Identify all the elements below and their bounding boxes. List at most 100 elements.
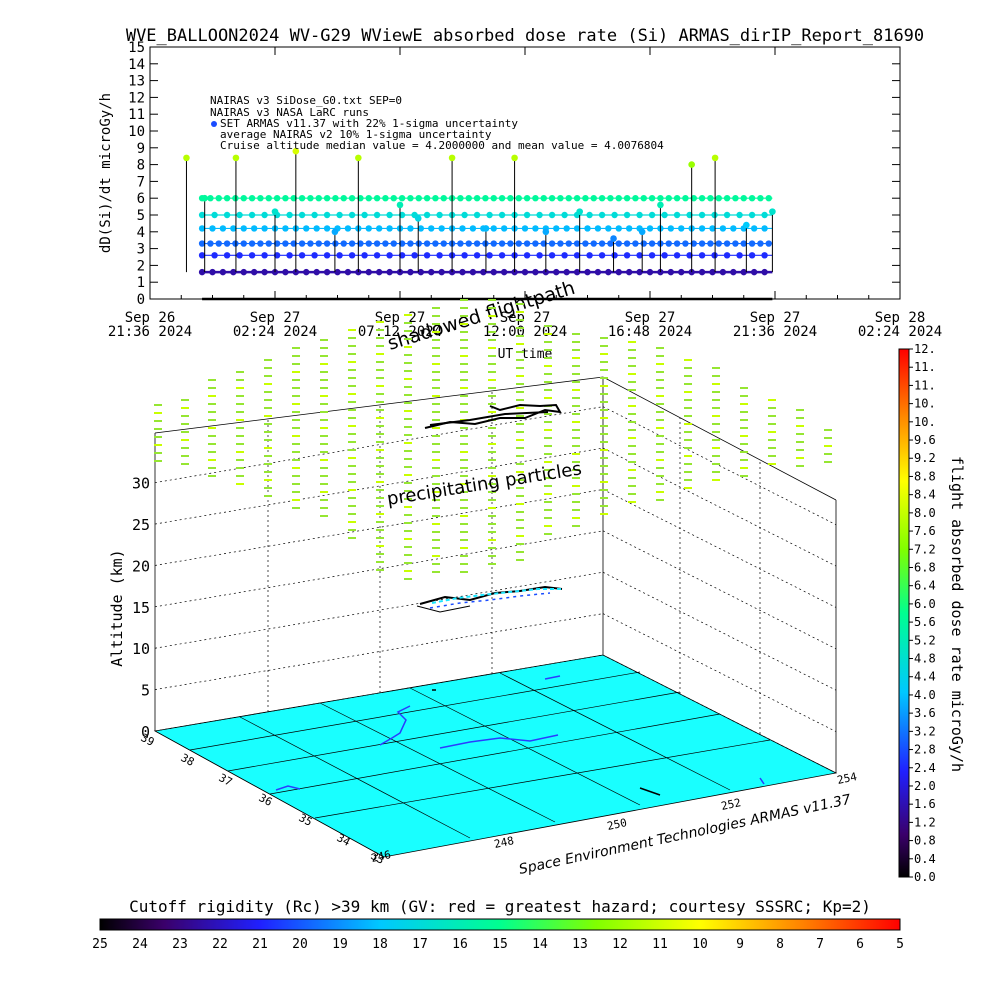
y-tick-label: 10 xyxy=(128,124,145,140)
latitude-tick-label: 36 xyxy=(257,791,275,809)
series-point xyxy=(615,195,622,202)
series-point xyxy=(548,195,556,202)
colorbar-tick-labels: 0.0 0.4 0.8 1.2 1.6 2.0 2.4 2.8 3.2 3.6 4.0 4.4 4.8 5… xyxy=(909,342,936,884)
spike-point xyxy=(711,154,719,162)
series-point xyxy=(307,195,314,202)
y-tick-label: 11 xyxy=(128,107,145,123)
series-point xyxy=(732,240,739,247)
x-tick-day: Sep 26 xyxy=(125,310,176,326)
series-point xyxy=(215,240,222,247)
colorbar-gradient xyxy=(898,348,910,878)
series-point xyxy=(315,240,322,247)
series-point xyxy=(223,195,231,202)
y-tick-label: 13 xyxy=(128,74,145,90)
series-point xyxy=(473,240,481,247)
series-point xyxy=(698,211,706,219)
series-point xyxy=(632,195,639,202)
series-point xyxy=(719,225,727,232)
colorbar-tick-label: 3.2 xyxy=(914,724,936,738)
spike-point xyxy=(511,154,518,162)
colorbar-tick-label: 10. xyxy=(914,415,936,429)
colorbar-tick-label: 3.6 xyxy=(914,706,936,720)
x-tick-day: Sep 27 xyxy=(750,310,801,326)
colorbar-tick-label: 8.8 xyxy=(914,469,936,483)
rc-scale-title: Cutoff rigidity (Rc) >39 km (GV: red = g… xyxy=(129,897,871,916)
series-point xyxy=(532,268,539,276)
colorbar-tick-label: 6.4 xyxy=(914,579,936,593)
series-point xyxy=(661,252,668,259)
spike-point xyxy=(183,154,190,162)
series-point xyxy=(761,211,768,219)
longitude-tick-labels: 246 248 250 252 254 xyxy=(370,770,859,865)
altitude-gridline-right xyxy=(602,489,837,608)
series-point xyxy=(334,268,341,276)
series-point xyxy=(573,252,581,259)
series-point xyxy=(553,268,560,276)
x-tick-day: Sep 27 xyxy=(375,310,426,326)
rc-tick-label: 17 xyxy=(412,937,428,952)
spike-point xyxy=(638,228,646,236)
series-point xyxy=(723,252,731,259)
series-point xyxy=(236,252,243,259)
series-points xyxy=(183,147,776,301)
colorbar-tick-label: 2.0 xyxy=(914,779,936,793)
colorbar-tick-label: 4.8 xyxy=(914,652,936,666)
series-point xyxy=(375,225,383,232)
series-point xyxy=(536,211,543,219)
series-point xyxy=(500,268,508,276)
series-point xyxy=(636,211,643,219)
altitude-gridline-right xyxy=(602,571,837,691)
series-point xyxy=(648,240,656,247)
series-point xyxy=(498,252,506,259)
series-point xyxy=(636,268,643,276)
latitude-tick-label: 35 xyxy=(297,811,315,829)
series-point xyxy=(605,225,612,232)
series-point xyxy=(561,252,568,259)
series-point xyxy=(507,240,514,247)
series-point xyxy=(365,268,372,276)
series-point xyxy=(482,195,489,202)
legend-entry-4: average NAIRAS v2 10% 1-sigma uncertaint… xyxy=(220,128,492,141)
series-point xyxy=(215,195,222,202)
rc-tick-label: 8 xyxy=(776,937,784,952)
series-point xyxy=(582,195,589,202)
series-point xyxy=(207,195,214,202)
series-point xyxy=(490,268,497,276)
series-point xyxy=(605,268,612,276)
series-point xyxy=(398,195,406,202)
spike-point xyxy=(482,225,490,232)
series-point xyxy=(480,268,487,276)
colorbar-tick-label: 11. xyxy=(914,360,936,374)
series-point xyxy=(230,268,237,276)
legend-entry-3: SET ARMAS v11.37 with 22% 1-sigma uncert… xyxy=(220,117,518,130)
rc-tick-label: 14 xyxy=(532,937,548,952)
y-tick-label: 6 xyxy=(137,191,145,207)
colorbar-tick-label: 10. xyxy=(914,397,936,411)
series-point xyxy=(332,195,339,202)
rc-tick-label: 20 xyxy=(292,937,308,952)
series-point xyxy=(223,211,231,219)
series-point xyxy=(261,268,268,276)
colorbar-tick-label: 0.8 xyxy=(914,834,936,848)
series-point xyxy=(348,211,356,219)
series-point xyxy=(240,225,247,232)
colorbar-tick-label: 7.6 xyxy=(914,524,936,538)
series-point xyxy=(615,268,622,276)
series-point xyxy=(211,252,218,259)
series-point xyxy=(465,195,472,202)
series-point xyxy=(715,240,722,247)
series-point xyxy=(665,195,672,202)
series-point xyxy=(553,225,560,232)
altitude-gridline-right xyxy=(602,654,837,774)
series-point xyxy=(261,225,268,232)
series-point xyxy=(757,240,764,247)
series-point xyxy=(736,211,743,219)
series-point xyxy=(711,211,718,219)
spike-point xyxy=(271,208,279,215)
series-point xyxy=(423,252,431,259)
series-point xyxy=(323,225,331,232)
series-point xyxy=(459,225,466,232)
series-point xyxy=(240,268,247,276)
spike-point xyxy=(331,228,339,236)
series-point xyxy=(678,225,685,232)
